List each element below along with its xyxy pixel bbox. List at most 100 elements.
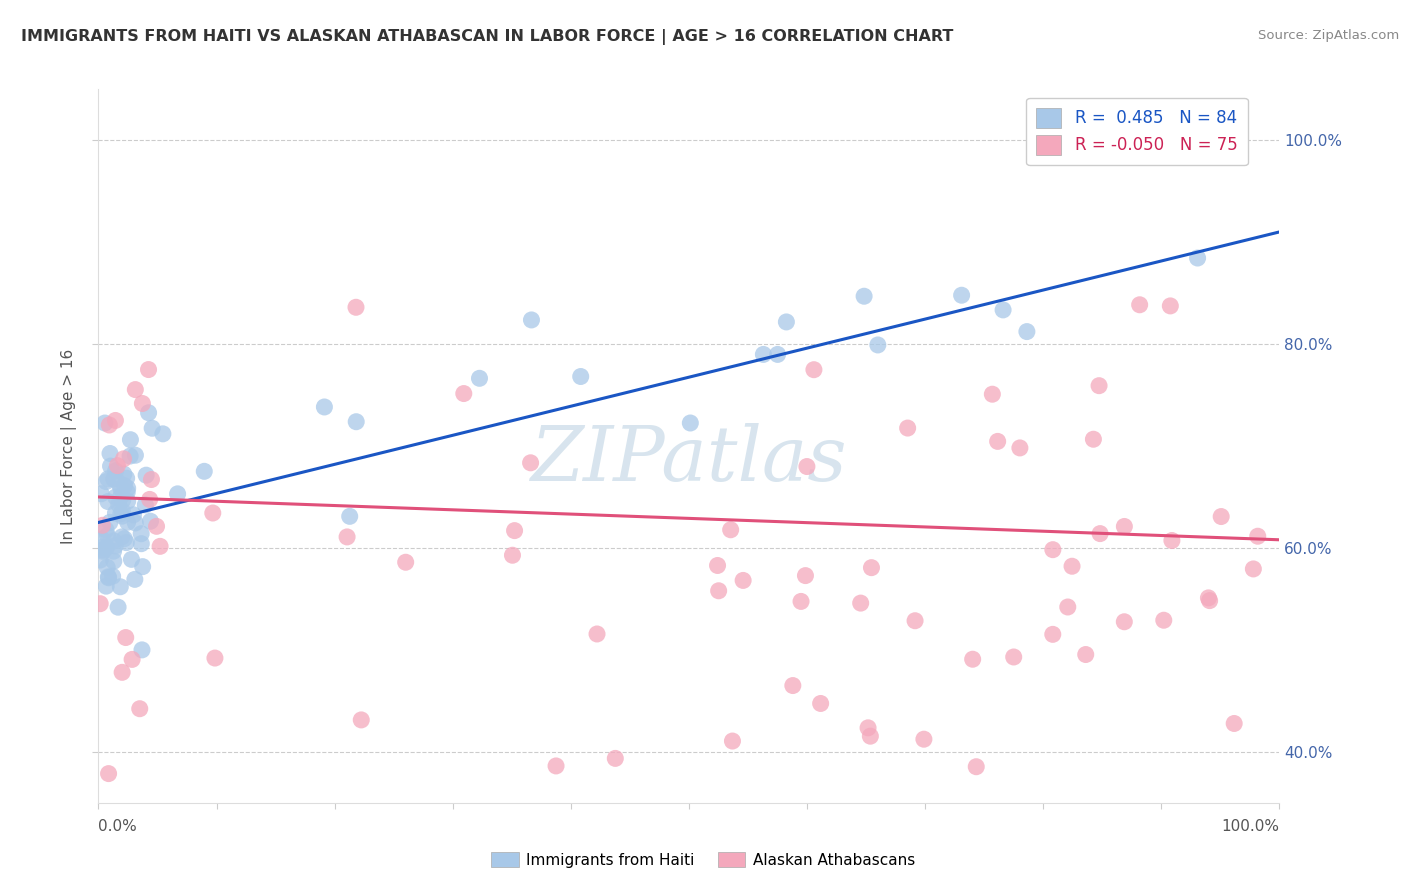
Point [519, 456, 541, 470]
Point [117, 494, 139, 508]
Point [1083, 432, 1105, 446]
Point [1060, 559, 1083, 574]
Point [706, 558, 728, 573]
Point [110, 580, 132, 594]
Point [138, 492, 160, 507]
Point [141, 421, 163, 435]
Point [131, 396, 153, 410]
Point [141, 473, 163, 487]
Point [987, 434, 1010, 449]
Legend: Immigrants from Haiti, Alaskan Athabascans: Immigrants from Haiti, Alaskan Athabasca… [485, 846, 921, 873]
Point [912, 732, 935, 747]
Point [110, 481, 132, 495]
Point [796, 459, 818, 474]
Point [91, 533, 114, 547]
Point [520, 313, 543, 327]
Y-axis label: In Labor Force | Age > 16: In Labor Force | Age > 16 [60, 349, 77, 543]
Text: IMMIGRANTS FROM HAITI VS ALASKAN ATHABASCAN IN LABOR FORCE | AGE > 16 CORRELATIO: IMMIGRANTS FROM HAITI VS ALASKAN ATHABAS… [21, 29, 953, 45]
Point [453, 386, 475, 401]
Point [1088, 378, 1111, 392]
Point [129, 526, 152, 541]
Point [790, 594, 813, 608]
Point [91, 543, 114, 558]
Point [1198, 593, 1220, 607]
Point [204, 651, 226, 665]
Point [131, 559, 153, 574]
Point [782, 679, 804, 693]
Point [96, 560, 118, 574]
Point [145, 519, 167, 533]
Point [104, 413, 127, 427]
Point [114, 631, 136, 645]
Point [98, 516, 121, 530]
Point [810, 697, 832, 711]
Point [193, 464, 215, 478]
Point [1223, 716, 1246, 731]
Point [107, 600, 129, 615]
Point [107, 498, 129, 512]
Point [103, 544, 125, 558]
Point [112, 532, 135, 546]
Point [803, 362, 825, 376]
Point [120, 552, 142, 566]
Point [104, 539, 127, 553]
Point [138, 362, 160, 376]
Point [1159, 299, 1181, 313]
Point [96, 541, 118, 555]
Point [866, 338, 889, 352]
Legend: R =  0.485   N = 84, R = -0.050   N = 75: R = 0.485 N = 84, R = -0.050 N = 75 [1026, 97, 1247, 165]
Point [110, 490, 132, 504]
Point [544, 759, 567, 773]
Point [124, 573, 146, 587]
Point [117, 481, 139, 495]
Point [91, 518, 114, 533]
Text: ZIPatlas: ZIPatlas [530, 424, 848, 497]
Point [115, 471, 138, 485]
Point [897, 421, 920, 435]
Point [962, 652, 984, 666]
Point [101, 569, 124, 583]
Point [950, 288, 973, 302]
Point [1241, 562, 1264, 576]
Point [679, 416, 702, 430]
Point [112, 467, 135, 481]
Point [1074, 648, 1097, 662]
Point [94, 523, 117, 537]
Point [1008, 441, 1031, 455]
Point [98, 417, 121, 432]
Point [122, 508, 145, 522]
Point [707, 583, 730, 598]
Point [97, 766, 120, 780]
Point [100, 459, 122, 474]
Point [97, 571, 120, 585]
Point [1129, 298, 1152, 312]
Point [720, 523, 742, 537]
Point [1042, 542, 1064, 557]
Point [859, 729, 882, 743]
Point [110, 507, 132, 521]
Point [120, 433, 142, 447]
Point [965, 760, 987, 774]
Point [1114, 615, 1136, 629]
Point [1160, 533, 1182, 548]
Point [853, 289, 876, 303]
Point [149, 539, 172, 553]
Point [860, 560, 883, 574]
Point [991, 302, 1014, 317]
Point [91, 544, 114, 558]
Point [107, 458, 129, 473]
Point [503, 524, 526, 538]
Point [339, 509, 361, 524]
Point [1247, 529, 1270, 543]
Point [721, 734, 744, 748]
Point [201, 506, 224, 520]
Point [103, 533, 125, 548]
Point [124, 448, 146, 462]
Point [111, 504, 134, 518]
Point [849, 596, 872, 610]
Point [775, 315, 797, 329]
Point [1056, 599, 1078, 614]
Point [111, 665, 134, 680]
Point [124, 516, 146, 530]
Point [94, 579, 117, 593]
